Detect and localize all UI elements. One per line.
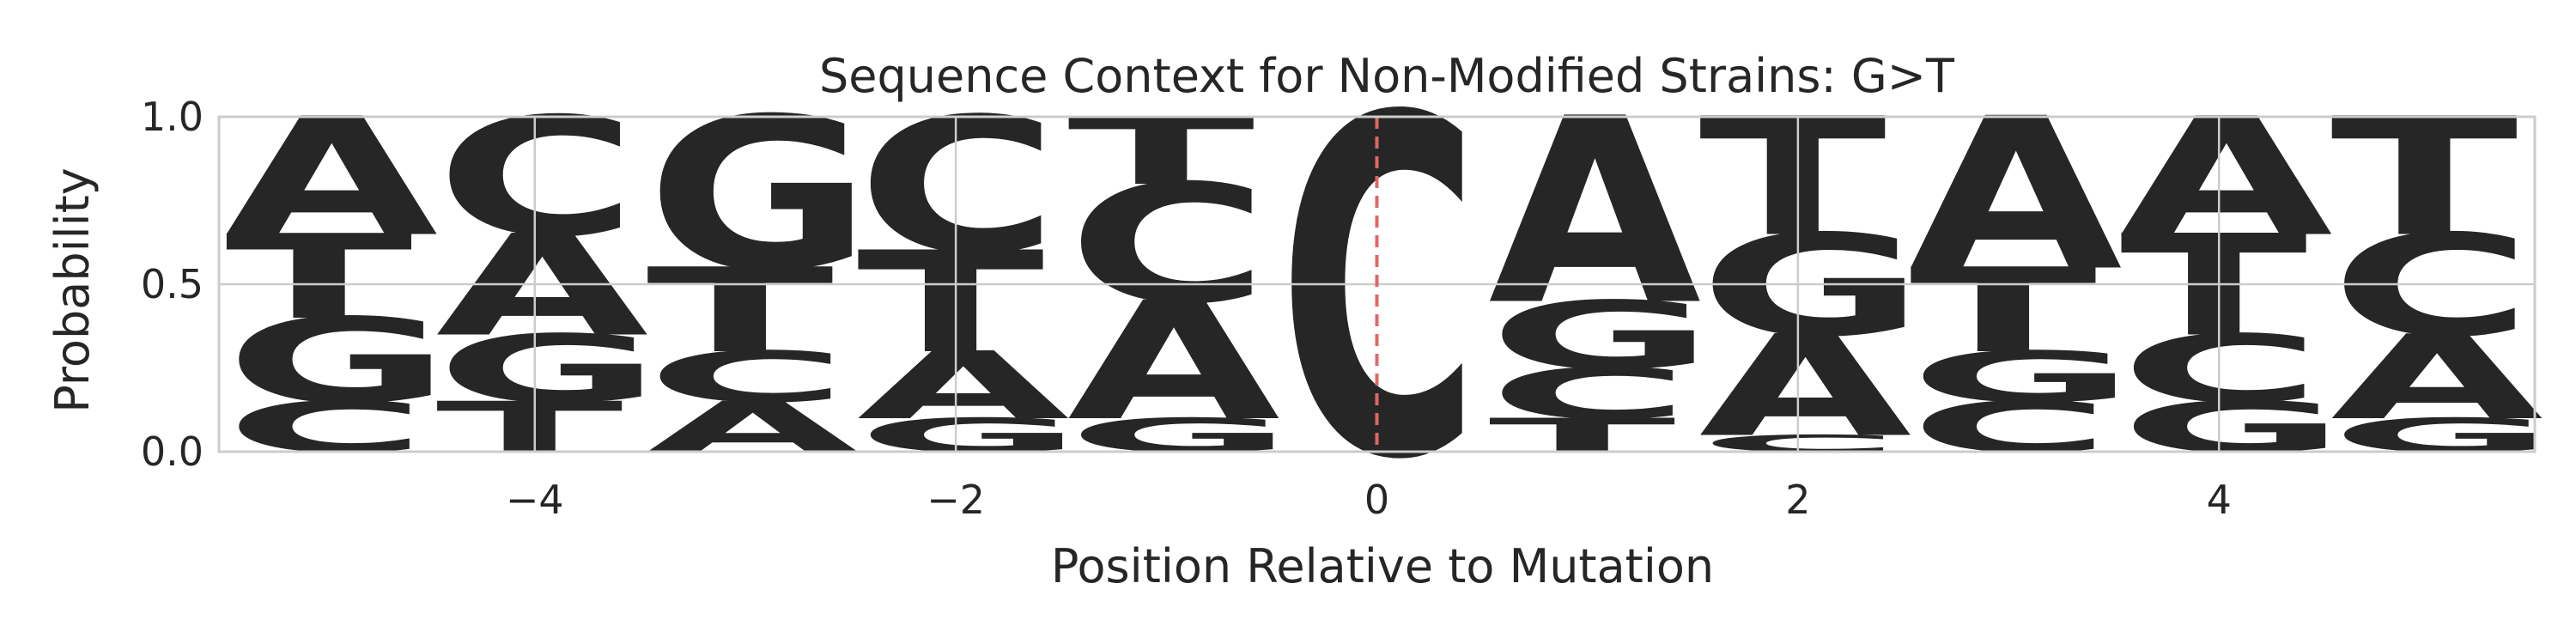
logo-letter-c: C: [1067, 150, 1269, 340]
logo-letter-c: C: [225, 387, 427, 469]
logo-letter-g: G: [436, 315, 662, 423]
plot-frame: [217, 115, 2537, 453]
logo-letter-c: C: [647, 337, 848, 418]
logo-letter-g: G: [1067, 409, 1293, 463]
x-tick-label: 4: [2207, 477, 2232, 523]
logo-letter-a: A: [2330, 310, 2543, 446]
logo-letter-t: T: [436, 387, 623, 469]
logo-letter-t: T: [225, 210, 412, 345]
logo-letter-g: G: [2330, 409, 2556, 463]
logo-letter-c: C: [2330, 204, 2532, 367]
logo-letter-t: T: [1699, 83, 1888, 273]
logo-letter-a: A: [1699, 305, 1912, 467]
logo-letter-g: G: [2120, 387, 2346, 469]
logo-letter-a: A: [647, 387, 860, 469]
logo-letter-g: G: [1910, 337, 2136, 418]
logo-letter-c: C: [1910, 387, 2111, 469]
y-tick-label: 0.0: [141, 428, 204, 475]
logo-letter-t: T: [1488, 409, 1675, 463]
x-tick-label: −2: [927, 477, 985, 523]
logo-letter-t: T: [1067, 98, 1255, 206]
chart-title: Sequence Context for Non-Modified Strain…: [819, 49, 1955, 103]
logo-letter-c: C: [857, 78, 1059, 295]
axes: −4 −2 0 2 4 0.0 0.5 1.0: [141, 94, 2537, 523]
logo-letter-g: G: [1699, 204, 1925, 367]
x-axis-label: Position Relative to Mutation: [1051, 539, 1714, 593]
logo-letter-t: T: [647, 243, 834, 379]
x-tick-label: 2: [1785, 477, 1810, 523]
logo-letter-c: C: [436, 83, 638, 273]
logo-letter-c: C: [1488, 354, 1690, 435]
logo-letter-g: G: [857, 409, 1083, 463]
logo-letter-a: A: [1488, 64, 1703, 361]
y-tick-label: 1.0: [141, 94, 204, 140]
logo-letter-a: A: [225, 83, 440, 273]
logo-letter-c: C: [1278, 20, 1479, 562]
x-tick-label: −4: [506, 477, 564, 523]
logo-letter-c: C: [2120, 315, 2322, 423]
logo-letter-t: T: [1910, 243, 2097, 379]
logo-letter-g: G: [1488, 282, 1714, 390]
logo-letter-a: A: [1910, 74, 2124, 318]
logo-letter-a: A: [1067, 268, 1282, 458]
y-axis-label: Probability: [46, 167, 100, 412]
logo-letter-t: T: [2120, 204, 2307, 367]
logo-letter-t: T: [857, 222, 1044, 384]
logo-letter-g: G: [225, 294, 451, 429]
logo-letter-a: A: [2120, 83, 2335, 273]
x-tick-label: 0: [1364, 477, 1389, 523]
logo-letter-g: G: [647, 74, 872, 318]
logo-letter-a: A: [436, 204, 649, 367]
logo-letter-a: A: [857, 332, 1070, 440]
logo-letter-t: T: [2330, 83, 2519, 273]
y-tick-label: 0.5: [141, 261, 204, 307]
